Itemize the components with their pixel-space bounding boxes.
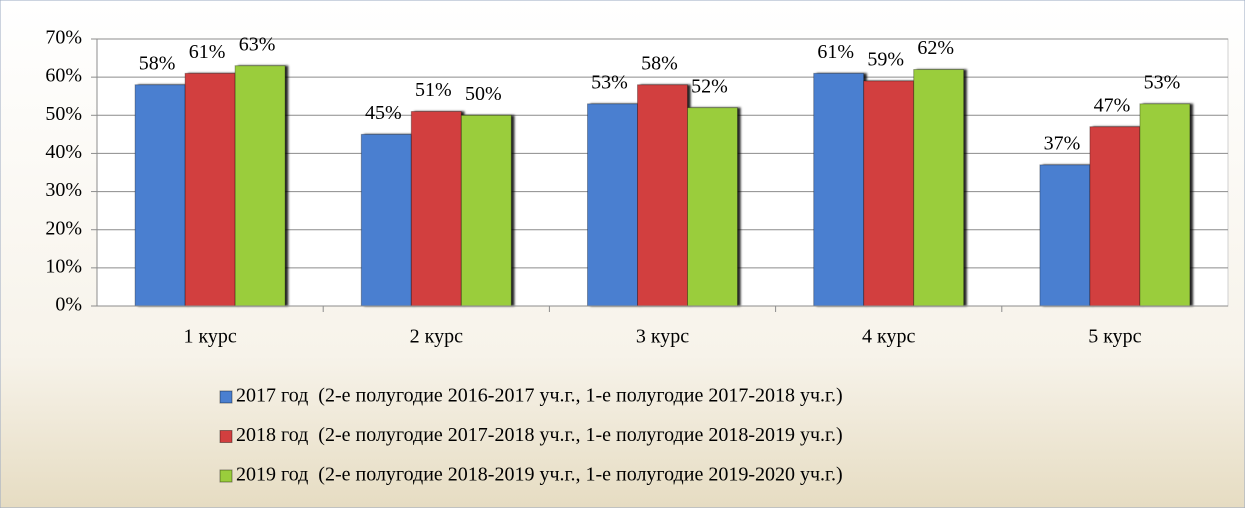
bar: [1089, 126, 1141, 307]
data-label: 63%: [239, 33, 276, 55]
y-tick-label: 40%: [45, 141, 82, 163]
bar: [913, 69, 965, 307]
y-tick-label: 70%: [45, 27, 82, 49]
x-tick-label: 4 курс: [862, 326, 915, 348]
data-label: 59%: [867, 49, 904, 71]
bar: [184, 72, 236, 307]
data-label: 61%: [817, 41, 854, 63]
legend-label: 2018 год (2-е полугодие 2017-2018 уч.г.,…: [236, 424, 843, 446]
data-label: 51%: [415, 79, 452, 101]
bar: [687, 107, 738, 307]
bar: [587, 103, 638, 307]
data-label: 58%: [139, 52, 176, 74]
y-tick-label: 20%: [45, 217, 82, 239]
legend-label: 2019 год (2-е полугодие 2018-2019 уч.г.,…: [236, 464, 843, 486]
bar: [863, 80, 915, 307]
bar: [637, 84, 688, 307]
data-label: 50%: [465, 83, 502, 105]
bar: [134, 84, 186, 307]
x-tick-label: 3 курс: [636, 326, 689, 348]
data-label: 45%: [365, 102, 402, 124]
y-tick-label: 0%: [55, 294, 82, 316]
x-tick-label: 1 курс: [183, 326, 236, 348]
data-label: 37%: [1044, 132, 1081, 154]
data-label: 53%: [591, 71, 628, 93]
bar: [1039, 164, 1091, 307]
y-tick-label: 60%: [45, 65, 82, 87]
bar: [234, 65, 286, 307]
legend-swatch: [219, 390, 233, 404]
data-label: 61%: [189, 41, 226, 63]
legend-label: 2017 год (2-е полугодие 2016-2017 уч.г.,…: [236, 385, 843, 407]
data-label: 52%: [691, 75, 728, 97]
data-label: 47%: [1094, 94, 1131, 116]
legend-swatch: [219, 430, 233, 443]
bar: [410, 110, 462, 307]
y-tick-label: 10%: [45, 255, 82, 277]
legend-swatch: [219, 469, 233, 483]
bar: [813, 72, 865, 307]
data-label: 58%: [641, 52, 678, 74]
x-tick-label: 5 курс: [1088, 326, 1141, 348]
data-label: 53%: [1144, 71, 1181, 93]
bar: [460, 114, 512, 307]
y-tick-label: 50%: [45, 103, 82, 125]
x-tick-label: 2 курс: [410, 326, 463, 348]
bar: [1139, 103, 1191, 307]
bar: [360, 133, 412, 307]
data-label: 62%: [917, 37, 954, 59]
y-tick-label: 30%: [45, 179, 82, 201]
